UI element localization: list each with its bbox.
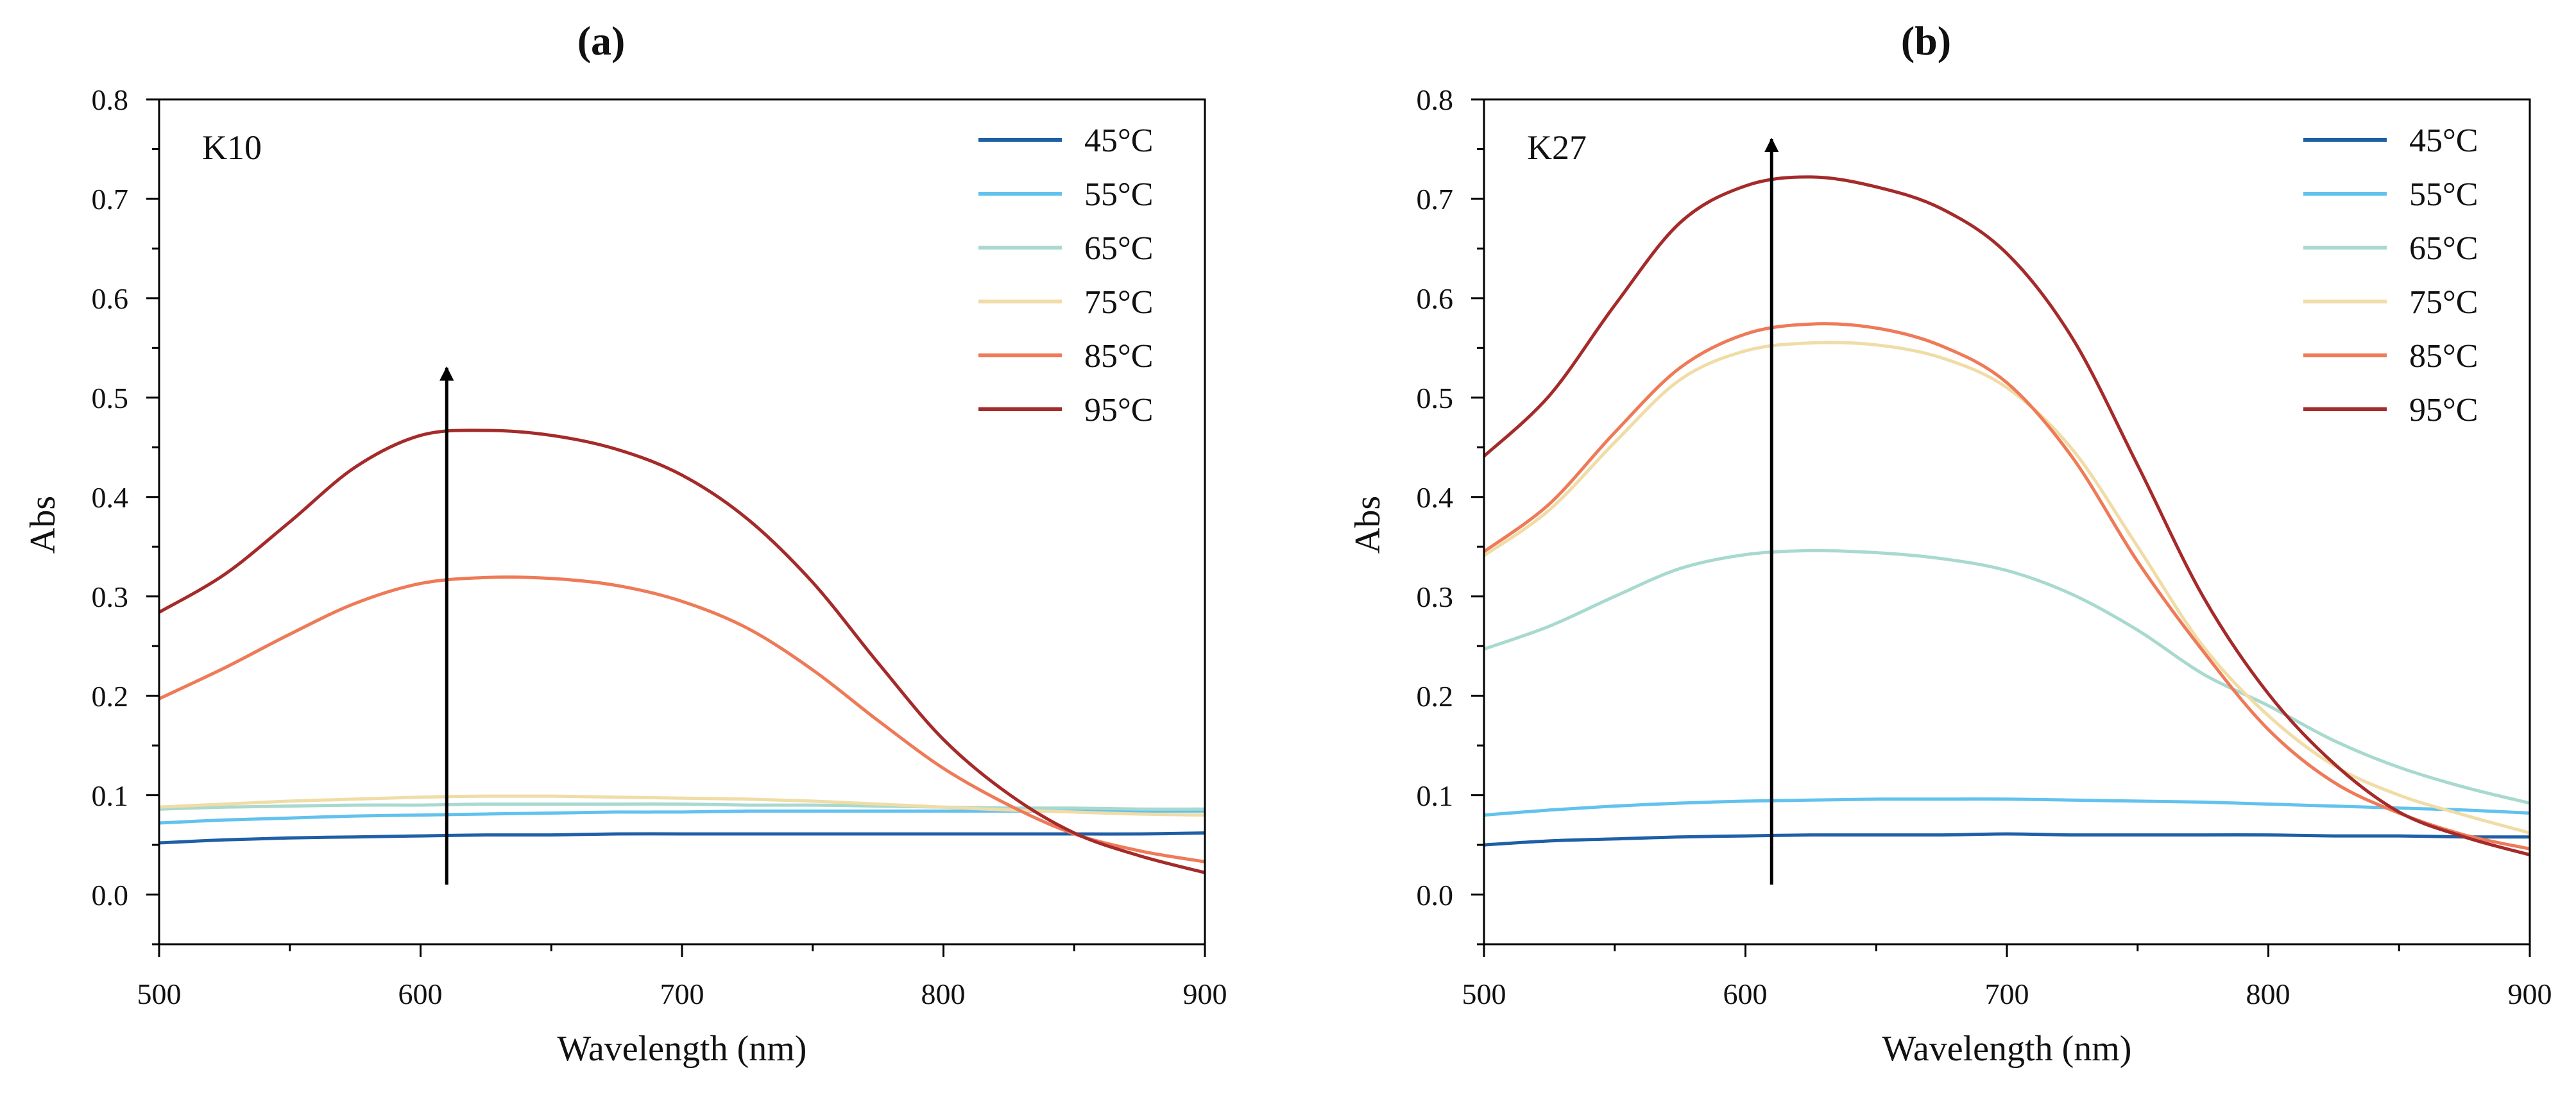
legend-label: 95°C — [2409, 392, 2478, 429]
panel-a-x-tick-labels: 500 600 700 800 900 — [137, 978, 1227, 1010]
x-tick-label: 800 — [921, 978, 966, 1010]
legend-label: 65°C — [1084, 230, 1153, 267]
series-line-75c — [1483, 341, 2530, 835]
y-tick-label: 0.5 — [1417, 382, 1454, 414]
axis-ticks — [146, 98, 1206, 957]
legend-label: 75°C — [1084, 284, 1153, 321]
panel-a-sample-label: K10 — [202, 128, 262, 167]
panel-a: (a) K10 Wavelength (nm) Abs 0.0 0.1 0.2 … — [23, 18, 1227, 1069]
x-tick-label: 600 — [1723, 978, 1768, 1010]
series-line-85c — [158, 575, 1206, 863]
legend-item-65c: 65°C — [2303, 230, 2478, 267]
axis-ticks — [1471, 98, 2531, 957]
y-tick-label: 0.8 — [92, 83, 129, 116]
y-tick-label: 0.0 — [92, 879, 129, 912]
panel-b-label: (b) — [1901, 18, 1951, 64]
panel-b-sample-label: K27 — [1527, 128, 1587, 167]
y-tick-label: 0.2 — [92, 680, 129, 713]
y-tick-label: 0.0 — [1417, 879, 1454, 912]
y-tick-label: 0.4 — [92, 481, 129, 514]
legend-item-95c: 95°C — [2303, 392, 2478, 429]
y-tick-label: 0.1 — [92, 779, 129, 812]
series-line-75c — [158, 794, 1206, 817]
legend-item-95c: 95°C — [978, 392, 1153, 429]
panel-a-legend: 45°C 55°C 65°C 75°C 85°C 95°C — [978, 123, 1153, 429]
series-line-55c — [1483, 797, 2530, 817]
legend-item-75c: 75°C — [2303, 284, 2478, 321]
legend-item-55c: 55°C — [2303, 176, 2478, 213]
x-tick-label: 900 — [1183, 978, 1227, 1010]
plot-area — [1483, 137, 2530, 885]
legend-item-45c: 45°C — [2303, 123, 2478, 159]
legend-label: 55°C — [1084, 176, 1153, 213]
x-tick-label: 700 — [660, 978, 704, 1010]
x-tick-label: 800 — [2246, 978, 2290, 1010]
series-line-45c — [158, 831, 1206, 845]
panel-b-y-axis-title: Abs — [1348, 496, 1388, 554]
panel-a-y-axis-title: Abs — [23, 496, 63, 554]
legend-item-75c: 75°C — [978, 284, 1153, 321]
x-tick-label: 600 — [398, 978, 443, 1010]
panel-b-legend: 45°C 55°C 65°C 75°C 85°C 95°C — [2303, 123, 2478, 429]
legend-item-45c: 45°C — [978, 123, 1153, 159]
series-line-95c — [158, 429, 1206, 874]
legend-item-65c: 65°C — [978, 230, 1153, 267]
y-tick-label: 0.8 — [1417, 83, 1454, 116]
axes-frame — [1483, 98, 2531, 946]
y-tick-label: 0.3 — [92, 581, 129, 613]
legend-label: 45°C — [1084, 123, 1153, 159]
y-tick-label: 0.5 — [92, 382, 129, 414]
legend-item-85c: 85°C — [2303, 338, 2478, 375]
legend-label: 85°C — [2409, 338, 2478, 375]
legend-item-55c: 55°C — [978, 176, 1153, 213]
series-line-65c — [158, 802, 1206, 811]
panel-b: (b) K27 Wavelength (nm) Abs 0.0 0.1 0.2 … — [1348, 18, 2552, 1069]
legend-label: 55°C — [2409, 176, 2478, 213]
y-tick-label: 0.6 — [1417, 282, 1454, 315]
y-tick-label: 0.2 — [1417, 680, 1454, 713]
panel-a-label: (a) — [577, 18, 626, 64]
panel-a-y-tick-labels: 0.0 0.1 0.2 0.3 0.4 0.5 0.6 0.7 0.8 — [92, 83, 129, 912]
panel-b-x-tick-labels: 500 600 700 800 900 — [1462, 978, 2552, 1010]
legend-label: 85°C — [1084, 338, 1153, 375]
legend-item-85c: 85°C — [978, 338, 1153, 375]
series-line-45c — [1483, 832, 2530, 847]
y-tick-label: 0.3 — [1417, 581, 1454, 613]
plot-area — [158, 366, 1206, 885]
panel-b-y-tick-labels: 0.0 0.1 0.2 0.3 0.4 0.5 0.6 0.7 0.8 — [1417, 83, 1454, 912]
y-tick-label: 0.7 — [1417, 183, 1454, 216]
x-tick-label: 900 — [2508, 978, 2552, 1010]
legend-label: 75°C — [2409, 284, 2478, 321]
y-tick-label: 0.7 — [92, 183, 129, 216]
y-tick-label: 0.1 — [1417, 779, 1454, 812]
series-line-85c — [1483, 322, 2530, 851]
y-tick-label: 0.6 — [92, 282, 129, 315]
series-line-65c — [1483, 548, 2530, 805]
series-line-95c — [1483, 175, 2530, 857]
x-tick-label: 500 — [137, 978, 182, 1010]
x-tick-label: 700 — [1985, 978, 2029, 1010]
legend-label: 65°C — [2409, 230, 2478, 267]
x-tick-label: 500 — [1462, 978, 1506, 1010]
legend-label: 45°C — [2409, 123, 2478, 159]
panel-b-x-axis-title: Wavelength (nm) — [1882, 1029, 2132, 1069]
panel-a-x-axis-title: Wavelength (nm) — [558, 1029, 807, 1069]
y-tick-label: 0.4 — [1417, 481, 1454, 514]
legend-label: 95°C — [1084, 392, 1153, 429]
